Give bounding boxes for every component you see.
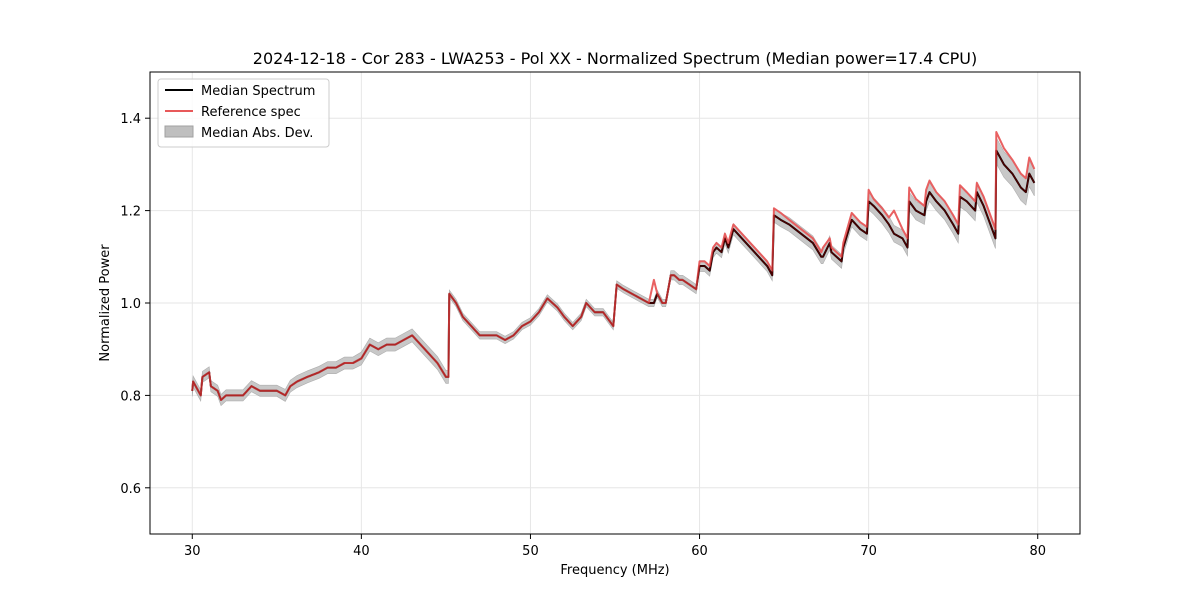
x-tick-label: 60	[691, 544, 708, 559]
legend-median-label: Median Spectrum	[201, 84, 315, 99]
reference-spec-line	[191, 131, 1036, 402]
series-line-layer	[191, 131, 1036, 402]
legend: Median Spectrum Reference spec Median Ab…	[157, 78, 330, 148]
y-axis-label: Normalized Power	[98, 244, 113, 362]
legend-reference-label: Reference spec	[201, 105, 301, 120]
x-tick-label: 80	[1029, 544, 1046, 559]
x-tick-label: 30	[184, 544, 201, 559]
legend-mad-label: Median Abs. Dev.	[201, 126, 313, 141]
chart-title: 2024-12-18 - Cor 283 - LWA253 - Pol XX -…	[253, 49, 977, 68]
y-tick-label: 1.2	[120, 205, 141, 220]
x-axis-ticks: 30 40 50 60 70 80	[184, 534, 1046, 559]
x-tick-label: 50	[522, 544, 539, 559]
mad-band	[191, 136, 1035, 407]
y-tick-label: 0.6	[120, 482, 141, 497]
legend-box	[157, 78, 330, 148]
legend-mad-swatch	[164, 125, 194, 138]
overlap-line	[191, 149, 1035, 401]
x-tick-label: 40	[353, 544, 370, 559]
y-tick-label: 1.0	[120, 297, 141, 312]
median-spectrum-line	[191, 149, 1036, 402]
y-tick-label: 1.4	[120, 112, 141, 127]
x-tick-label: 70	[860, 544, 877, 559]
mad-band-layer	[191, 136, 1035, 407]
y-axis-ticks: 0.6 0.8 1.0 1.2 1.4	[120, 112, 150, 497]
y-tick-label: 0.8	[120, 389, 141, 404]
x-axis-label: Frequency (MHz)	[560, 563, 669, 578]
